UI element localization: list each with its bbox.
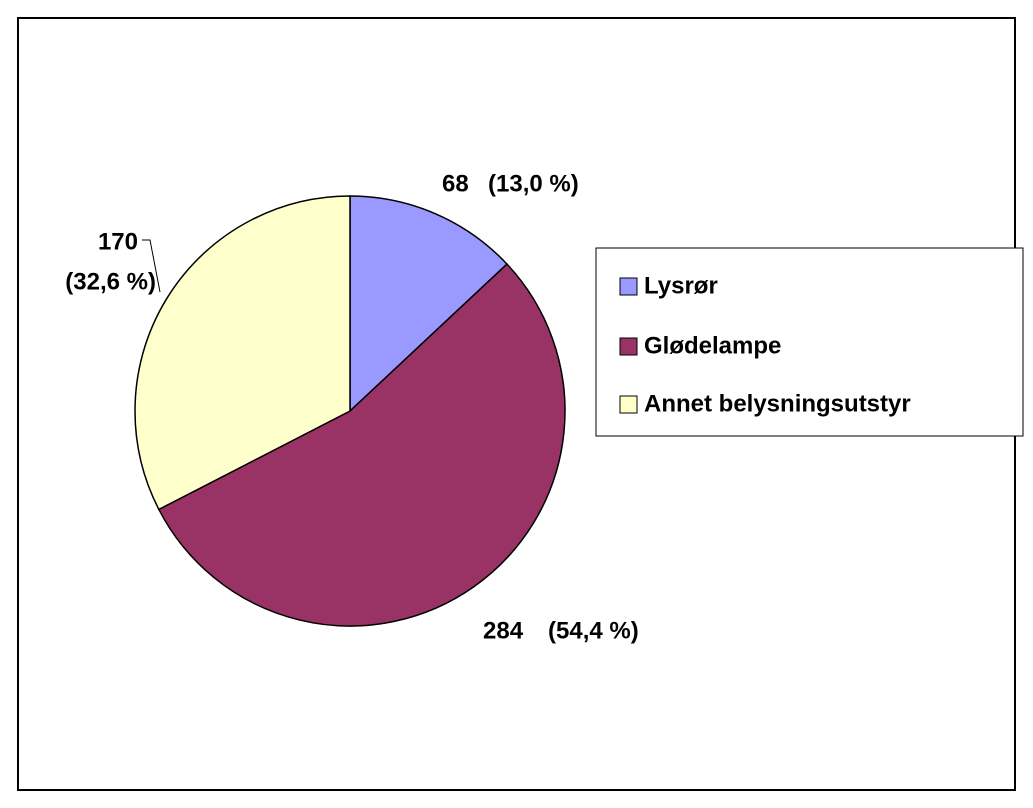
- legend-swatch: [619, 277, 638, 296]
- legend-swatch: [619, 395, 638, 414]
- leader-line: [142, 239, 161, 293]
- data-label: 68: [442, 170, 469, 197]
- percent-label: (32,6 %): [65, 268, 156, 295]
- pie-slice: [349, 195, 509, 413]
- legend-label: Annet belysningsutstyr: [644, 390, 911, 417]
- percent-label: (13,0 %): [488, 170, 579, 197]
- pie-slice: [157, 263, 566, 627]
- data-label: 284: [483, 617, 524, 644]
- legend-label: Glødelampe: [644, 332, 781, 359]
- legend-label: Lysrør: [644, 272, 718, 299]
- pie-slice: [134, 195, 351, 511]
- data-label: 170: [98, 228, 138, 255]
- percent-label: (54,4 %): [548, 617, 639, 644]
- legend-box: [595, 247, 1024, 437]
- legend-swatch: [619, 337, 638, 356]
